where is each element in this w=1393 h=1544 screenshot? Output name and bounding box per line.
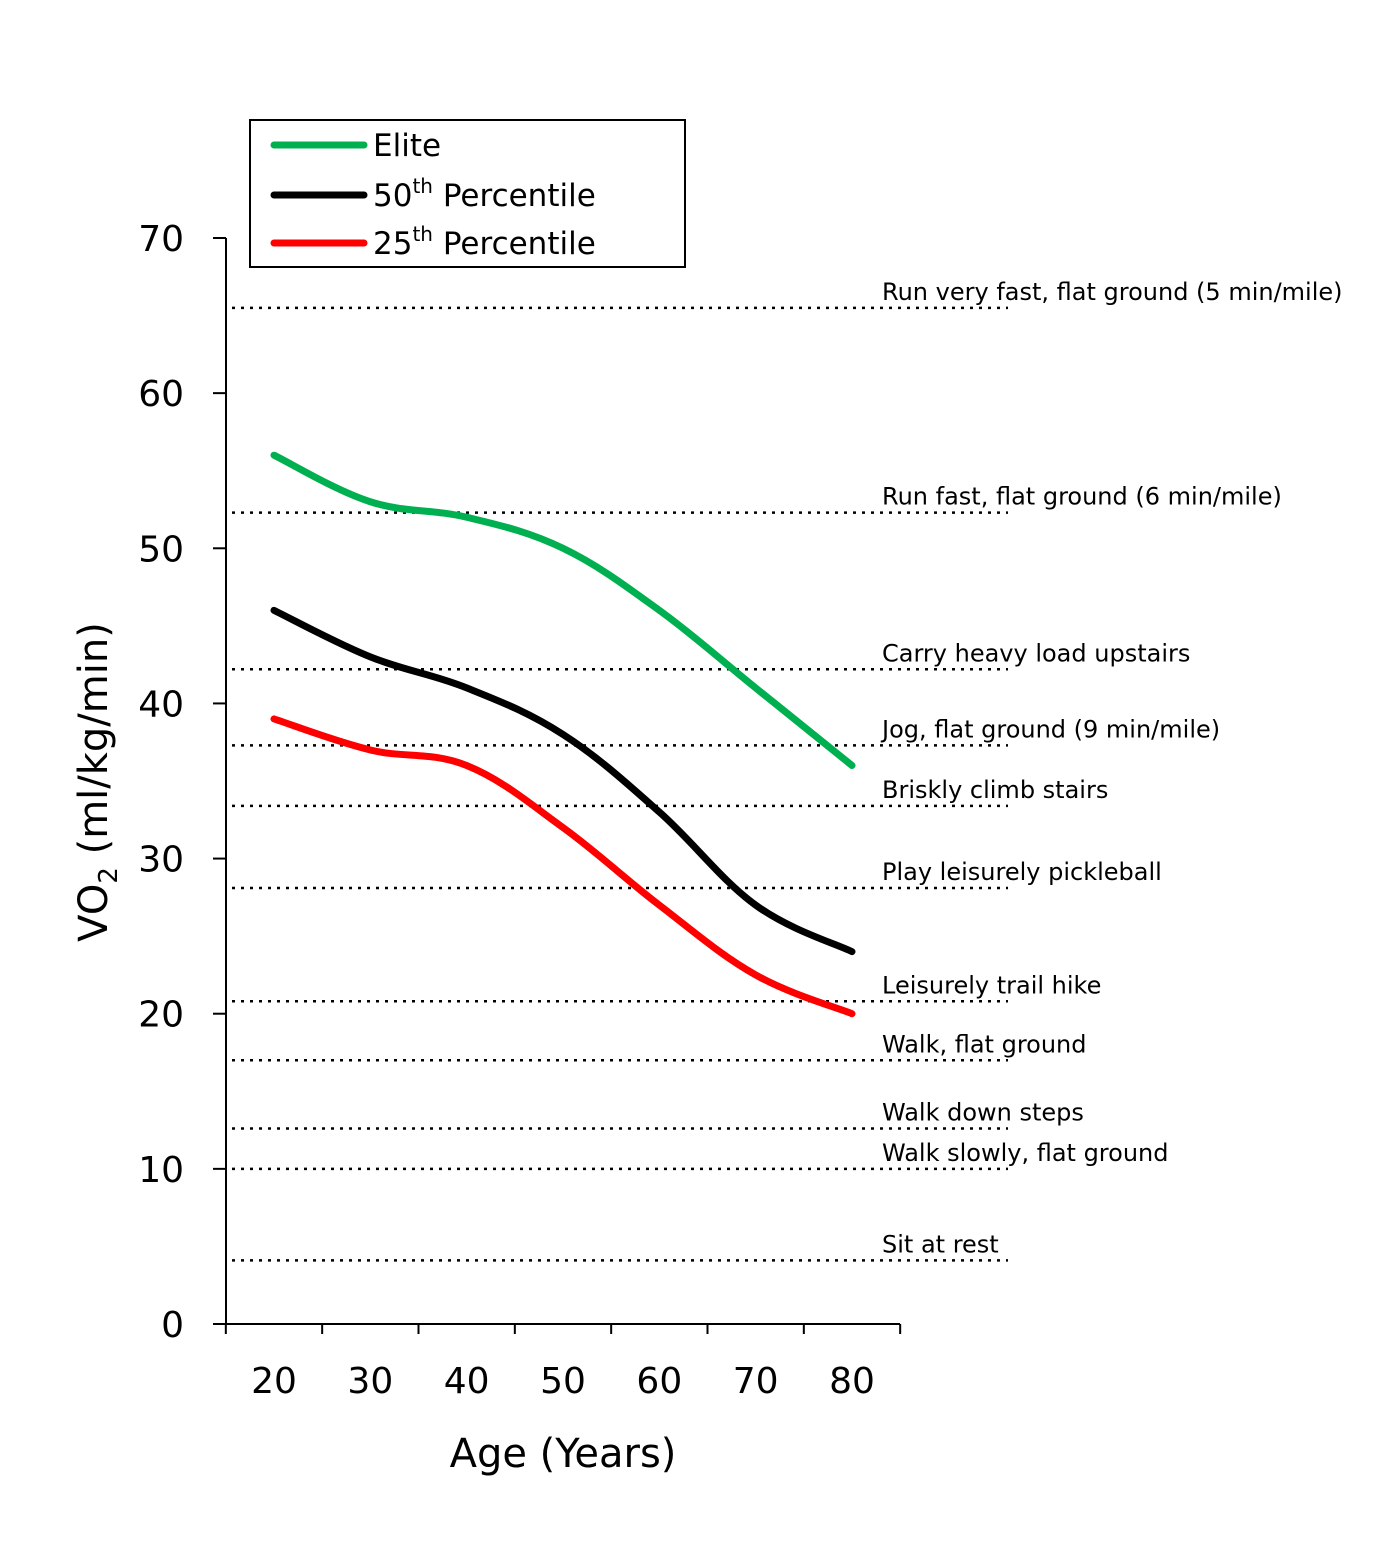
y-axis-title: VO2 (ml/kg/min)	[71, 622, 124, 942]
activity-label: Run very fast, flat ground (5 min/mile)	[882, 278, 1343, 306]
x-tick-label: 80	[829, 1361, 875, 1402]
y-tick-label: 60	[138, 374, 184, 415]
x-tick-label: 50	[540, 1361, 586, 1402]
y-tick-label: 10	[138, 1150, 184, 1191]
activity-label: Briskly climb stairs	[882, 776, 1108, 804]
y-tick-label: 70	[138, 219, 184, 260]
legend-label: 25th Percentile	[373, 222, 596, 262]
y-axis-title-subscript: 2	[94, 867, 124, 884]
legend-label-main: Elite	[373, 128, 441, 164]
legend-label-main: 50	[373, 178, 412, 214]
x-axis-title: Age (Years)	[450, 1431, 677, 1477]
x-tick-label: 30	[347, 1361, 393, 1402]
activity-label: Leisurely trail hike	[882, 971, 1101, 999]
x-tick-label: 40	[444, 1361, 490, 1402]
legend-label: 50th Percentile	[373, 174, 596, 214]
activity-label: Walk down steps	[882, 1099, 1084, 1127]
y-tick-label: 30	[138, 840, 184, 881]
legend-label-main: 25	[373, 226, 412, 262]
activity-label: Run fast, flat ground (6 min/mile)	[882, 483, 1282, 511]
activity-reference-lines: Run very fast, flat ground (5 min/mile) R…	[232, 278, 1343, 1262]
legend-label-rest: Percentile	[433, 178, 596, 214]
legend-label-superscript: th	[412, 222, 433, 246]
activity-label: Play leisurely pickleball	[882, 858, 1162, 886]
x-tick-label: 70	[733, 1361, 779, 1402]
y-axis-title-rest: (ml/kg/min)	[71, 622, 117, 867]
y-tick-label: 0	[161, 1305, 184, 1346]
x-tick-label: 20	[251, 1361, 297, 1402]
legend-label-superscript: th	[412, 174, 433, 198]
x-tick-label: 60	[636, 1361, 682, 1402]
activity-label: Sit at rest	[882, 1230, 999, 1258]
legend-label-rest: Percentile	[433, 226, 596, 262]
activity-label: Jog, flat ground (9 min/mile)	[880, 715, 1220, 743]
activity-label: Walk slowly, flat ground	[882, 1139, 1169, 1167]
legend-label: Elite	[373, 128, 441, 164]
activity-label: Carry heavy load upstairs	[882, 639, 1190, 667]
series-lines	[270, 451, 856, 1018]
y-axis-title-main: VO	[71, 884, 117, 942]
chart-axes: 0 10 20 30 40 50 60 70 20 30 40 50 60 70 80	[138, 219, 902, 1402]
y-tick-label: 20	[138, 995, 184, 1036]
y-tick-label: 40	[138, 684, 184, 725]
activity-label: Walk, flat ground	[882, 1030, 1087, 1058]
y-tick-label: 50	[138, 529, 184, 570]
